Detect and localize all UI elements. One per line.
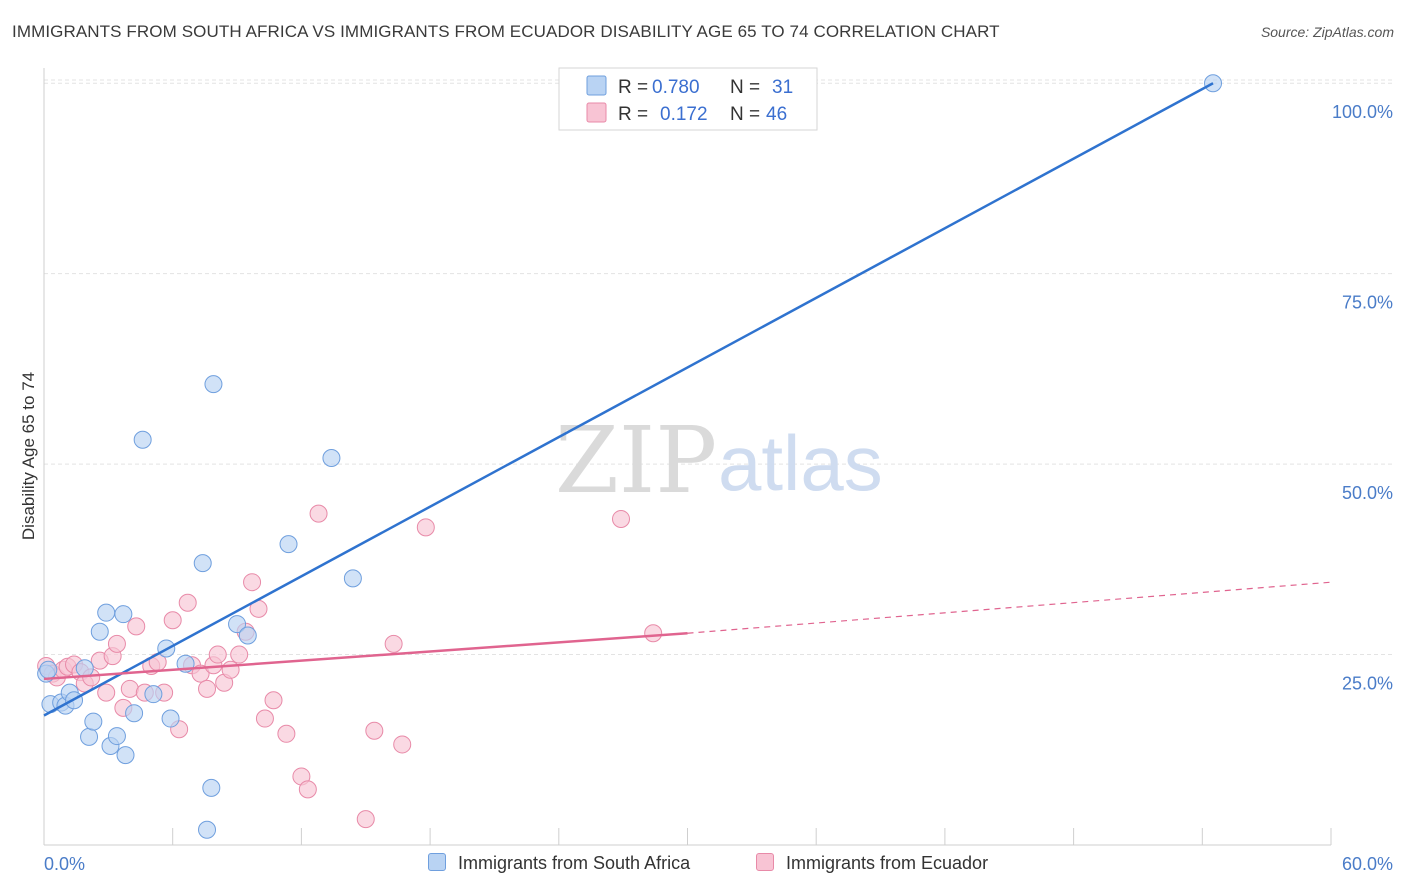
tick-labels: 25.0% 50.0% 75.0% 100.0% 0.0% 60.0% — [44, 102, 1393, 874]
legend-label-ecuador: Immigrants from Ecuador — [786, 853, 989, 873]
correlation-legend: R = 0.780 N = 31 R = 0.172 N = 46 — [558, 67, 818, 131]
ecuador-point-44 — [416, 518, 435, 537]
legend-r-label-south-africa: R = — [618, 77, 648, 98]
ecuador-point-35 — [264, 691, 283, 710]
south-africa-point-16 — [125, 704, 144, 723]
ecuador-point-14 — [120, 679, 139, 698]
grid-lines — [44, 79, 1394, 656]
ecuador-point-12 — [107, 634, 126, 653]
legend-r-label-ecuador: R = — [618, 104, 648, 125]
legend-label-south-africa: Immigrants from South Africa — [458, 853, 691, 873]
south-africa-point-30 — [343, 569, 362, 588]
ecuador-point-15 — [127, 617, 146, 636]
ecuador-point-46 — [644, 624, 663, 643]
legend-swatch-ecuador-bottom — [756, 853, 774, 871]
ecuador-point-25 — [198, 679, 217, 698]
source-credit: Source: ZipAtlas.com — [1260, 24, 1394, 40]
y-tick-label-50: 50.0% — [1342, 483, 1393, 503]
x-tick-label-max: 60.0% — [1342, 854, 1393, 874]
south-africa-point-1 — [39, 660, 58, 679]
ecuador-point-39 — [309, 504, 328, 523]
watermark: ZIP atlas — [555, 407, 883, 514]
ecuador-point-43 — [393, 735, 412, 754]
ecuador-point-36 — [277, 724, 296, 743]
ecuador-point-29 — [221, 660, 240, 679]
south-africa-point-10 — [90, 622, 109, 641]
ecuador-point-32 — [243, 573, 262, 592]
ecuador-point-30 — [230, 645, 249, 664]
chart-title: IMMIGRANTS FROM SOUTH AFRICA VS IMMIGRAN… — [12, 22, 1000, 41]
series-legend: Immigrants from South Africa Immigrants … — [0, 849, 1406, 879]
legend-r-value-ecuador: 0.172 — [660, 104, 708, 125]
south-africa-point-8 — [80, 727, 99, 746]
legend-swatch-south-africa — [586, 75, 607, 96]
ecuador-point-38 — [298, 780, 317, 799]
south-africa-point-20 — [161, 709, 180, 728]
south-africa-point-24 — [202, 778, 221, 797]
trend-lines — [43, 82, 1332, 717]
legend-swatch-south-africa-bottom — [428, 853, 446, 871]
south-africa-point-14 — [114, 605, 133, 624]
ecuador-point-41 — [365, 721, 384, 740]
south-africa-point-7 — [75, 659, 94, 678]
south-africa-point-9 — [84, 712, 103, 731]
ecuador-point-10 — [97, 683, 116, 702]
y-tick-label-75: 75.0% — [1342, 293, 1393, 313]
south-africa-point-22 — [193, 554, 212, 573]
series-ecuador-points — [37, 504, 663, 829]
south-africa-point-26 — [228, 615, 247, 634]
south-africa-point-29 — [322, 449, 341, 468]
legend-n-value-ecuador: 46 — [766, 104, 787, 125]
south-africa-point-13 — [107, 727, 126, 746]
south-africa-trend-line — [43, 82, 1214, 717]
legend-n-label-south-africa: N = — [730, 77, 760, 98]
axes — [43, 68, 1332, 846]
x-tick-label-min: 0.0% — [44, 854, 85, 874]
south-africa-point-25 — [204, 375, 223, 394]
south-africa-point-11 — [97, 603, 116, 622]
ecuador-point-42 — [384, 634, 403, 653]
ecuador-point-45 — [612, 509, 631, 528]
ecuador-point-20 — [163, 611, 182, 630]
y-tick-label-25: 25.0% — [1342, 674, 1393, 694]
legend-swatch-ecuador — [586, 102, 607, 123]
legend-n-value-south-africa: 31 — [772, 77, 793, 98]
ecuador-trend-line-extension — [687, 581, 1332, 634]
ecuador-trend-line — [43, 631, 688, 681]
y-tick-label-100: 100.0% — [1332, 102, 1393, 122]
south-africa-point-15 — [116, 746, 135, 765]
legend-n-label-ecuador: N = — [730, 104, 760, 125]
ecuador-point-34 — [255, 709, 274, 728]
watermark-atlas: atlas — [718, 419, 883, 507]
south-africa-point-23 — [198, 820, 217, 839]
watermark-zip: ZIP — [555, 407, 717, 514]
y-axis-label: Disability Age 65 to 74 — [19, 372, 38, 540]
ecuador-point-27 — [208, 645, 227, 664]
south-africa-point-17 — [133, 430, 152, 449]
ecuador-point-22 — [178, 593, 197, 612]
ecuador-point-40 — [356, 810, 375, 829]
south-africa-point-18 — [144, 685, 163, 704]
south-africa-point-27 — [238, 626, 257, 645]
south-africa-point-28 — [279, 535, 298, 554]
legend-r-value-south-africa: 0.780 — [652, 77, 700, 98]
